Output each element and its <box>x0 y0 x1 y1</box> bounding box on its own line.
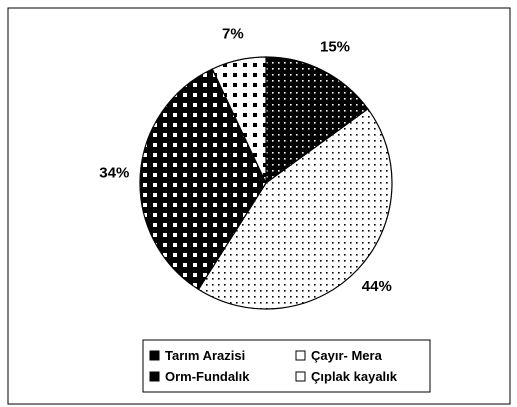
legend-label: Çayır- Mera <box>311 348 383 363</box>
legend-swatch <box>149 350 160 361</box>
pie-slice <box>197 108 393 310</box>
legend-label: Çıplak kayalık <box>311 369 398 384</box>
pie-slice <box>211 56 267 184</box>
legend-label: Tarım Arazisi <box>165 348 245 363</box>
data-label: 7% <box>222 26 244 43</box>
pie-slice <box>139 68 267 291</box>
legend-swatch <box>295 371 306 382</box>
data-label: 15% <box>320 39 350 56</box>
legend-box <box>142 339 431 393</box>
legend-swatch <box>295 350 306 361</box>
data-label: 34% <box>99 164 129 181</box>
pie-slice <box>265 56 369 185</box>
legend-swatch <box>149 371 160 382</box>
legend-label: Orm-Fundalık <box>165 369 250 384</box>
data-label: 44% <box>362 278 392 295</box>
